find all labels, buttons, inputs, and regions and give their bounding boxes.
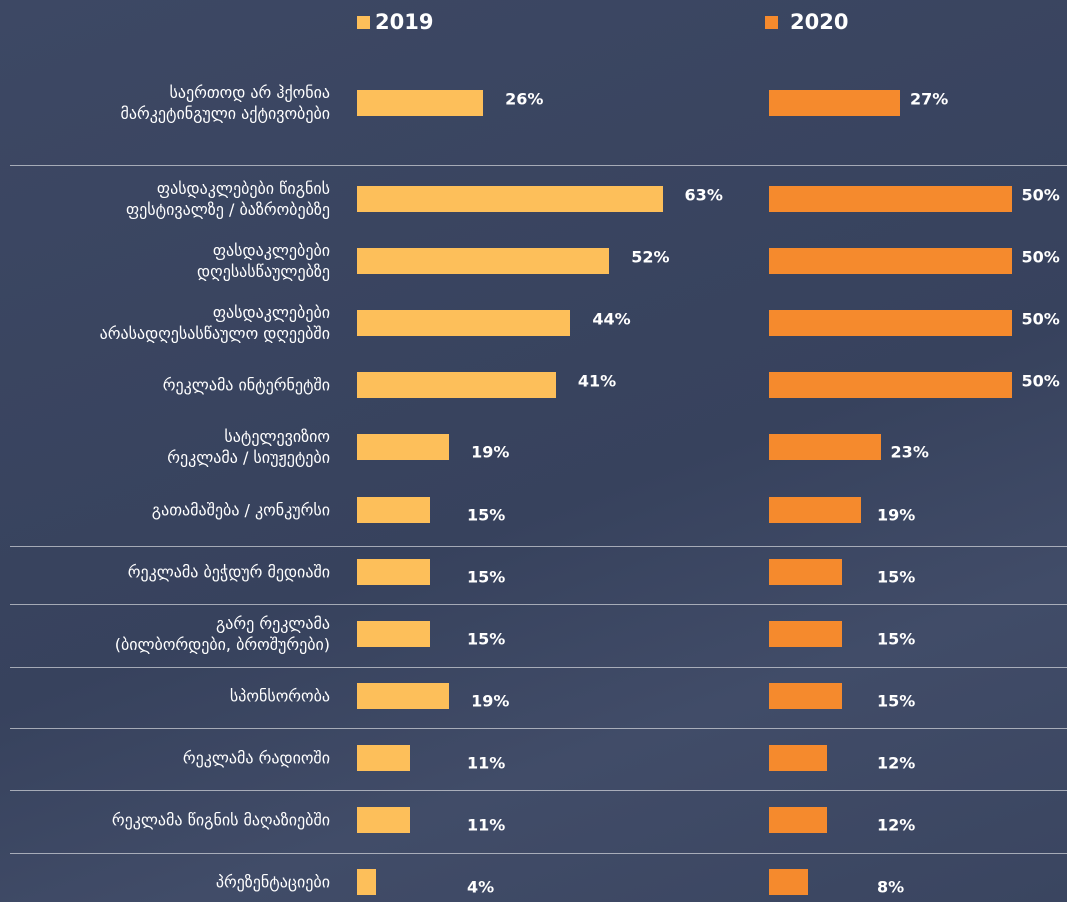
bar — [357, 496, 430, 523]
bar — [769, 558, 842, 585]
separator — [10, 546, 1067, 547]
bar — [357, 372, 556, 399]
value-label: 4% — [467, 877, 495, 897]
bar — [769, 682, 842, 709]
value-label: 50% — [1021, 371, 1060, 391]
category-label: სპონსორობა — [229, 686, 330, 706]
value-label: 12% — [877, 753, 916, 773]
value-label: 11% — [467, 753, 506, 773]
separator — [10, 790, 1067, 791]
category-label: ფასდაკლებები დღესასწაულებზე — [197, 241, 330, 282]
value-label: 19% — [471, 691, 510, 711]
value-label: 50% — [1021, 309, 1060, 329]
category-label: პრეზენტაციები — [215, 872, 330, 892]
value-label: 12% — [877, 815, 916, 835]
bar — [357, 807, 411, 833]
value-label: 50% — [1021, 185, 1060, 205]
bar — [357, 682, 450, 709]
separator — [10, 853, 1067, 854]
bar — [357, 620, 430, 647]
value-label: 26% — [505, 89, 544, 109]
bar — [769, 620, 842, 647]
bar — [357, 434, 450, 461]
bar — [357, 186, 663, 212]
value-label: 19% — [471, 442, 510, 462]
value-label: 15% — [877, 691, 916, 711]
bar — [357, 558, 430, 585]
value-label: 15% — [467, 505, 506, 524]
bar — [357, 869, 377, 896]
value-label: 23% — [890, 442, 929, 462]
bar — [357, 744, 411, 771]
legend-swatch — [765, 16, 778, 29]
bar — [769, 310, 1012, 337]
separator — [10, 728, 1067, 729]
value-label: 50% — [1021, 247, 1060, 267]
category-label: გარე რეკლამა (ბილბორდები, ბროშურები) — [114, 613, 330, 654]
category-label: რეკლამა ინტერნეტში — [162, 375, 330, 395]
value-label: 8% — [877, 877, 905, 897]
value-label: 19% — [877, 505, 916, 524]
value-label: 52% — [631, 247, 670, 267]
bar — [769, 372, 1012, 399]
separator — [10, 165, 1067, 166]
bar — [769, 744, 828, 771]
value-label: 15% — [467, 629, 506, 649]
bar — [769, 869, 808, 896]
legend-label: 2020 — [790, 10, 849, 34]
bar — [357, 248, 610, 275]
value-label: 27% — [909, 89, 949, 109]
bar — [357, 310, 571, 337]
category-label: სატელევიზიო რეკლამა / სიუჟეტები — [167, 427, 330, 468]
value-label: 44% — [592, 309, 631, 329]
category-label: გათამაშება / კონკურსი — [151, 500, 330, 519]
legend-swatch — [357, 16, 370, 29]
bar — [769, 496, 862, 523]
value-label: 15% — [467, 567, 506, 587]
value-label: 15% — [877, 629, 916, 649]
bar — [769, 90, 900, 116]
bar — [769, 248, 1012, 275]
separator — [10, 667, 1067, 668]
bar — [769, 807, 828, 833]
separator — [10, 604, 1067, 605]
bar — [769, 186, 1012, 212]
category-label: რეკლამა რადიოში — [182, 748, 330, 768]
category-label: ფასდაკლებები წიგნის ფესტივალზე / ბაზრობე… — [125, 179, 330, 219]
value-label: 11% — [467, 815, 506, 835]
value-label: 41% — [577, 371, 617, 391]
value-label: 15% — [877, 567, 916, 587]
bar — [357, 90, 484, 116]
category-label: ფასდაკლებები არასადღესასწაულო დღეებში — [99, 303, 330, 344]
value-label: 63% — [684, 185, 723, 205]
bar — [769, 434, 881, 461]
legend-label: 2019 — [375, 10, 434, 34]
category-label: საერთოდ არ ჰქონია მარკეტინგული აქტივობებ… — [120, 83, 331, 123]
category-label: რეკლამა ბეჭდურ მედიაში — [127, 562, 330, 582]
category-label: რეკლამა წიგნის მაღაზიებში — [111, 810, 330, 830]
